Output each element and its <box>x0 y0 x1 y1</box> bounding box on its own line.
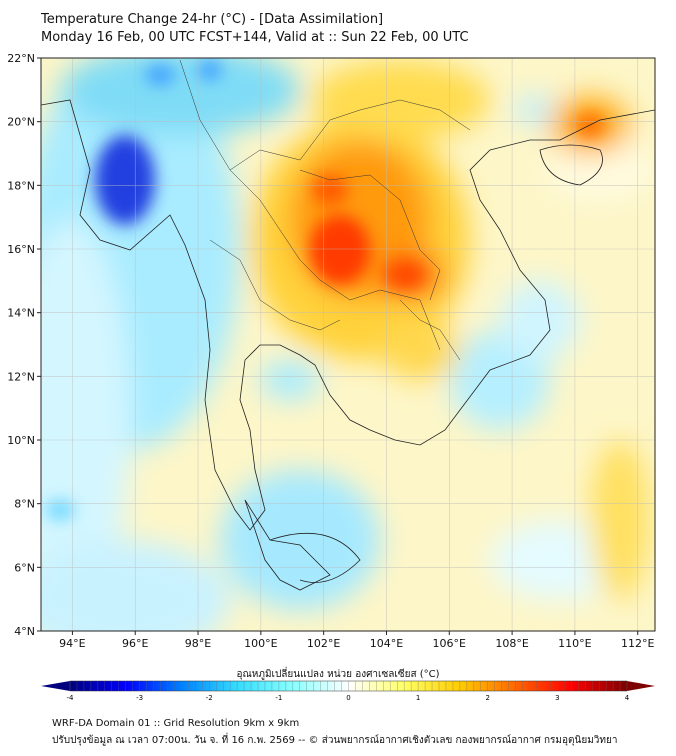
field-layer <box>41 58 655 631</box>
colorbar-tick-label: 4 <box>625 694 630 702</box>
borders <box>179 59 471 361</box>
lon-tick-label: 106°E <box>433 637 466 650</box>
colorbar-tick-label: -4 <box>67 694 75 702</box>
lon-tick-label: 100°E <box>244 637 277 650</box>
lat-tick-label: 22°N <box>7 52 35 65</box>
colorbar-tick-label: 2 <box>486 694 490 702</box>
colorbar-tick-label: -1 <box>275 694 282 702</box>
lat-tick-label: 18°N <box>7 179 35 192</box>
colorbar-tick-label: -2 <box>206 694 213 702</box>
lon-tick-label: 104°E <box>370 637 403 650</box>
gridlines <box>41 58 655 631</box>
lat-tick-label: 10°N <box>7 434 35 447</box>
longitude-axis: 94°E 96°E 98°E 100°E 102°E 104°E 106°E 108°E 110… <box>59 631 654 650</box>
colorbar-min-extend <box>41 681 70 691</box>
lat-tick-label: 8°N <box>14 498 35 511</box>
colorbar-tick-label: 1 <box>416 694 420 702</box>
map-frame <box>40 57 656 632</box>
lon-tick-label: 112°E <box>621 637 654 650</box>
lon-tick-label: 108°E <box>495 637 528 650</box>
lat-tick-label: 20°N <box>7 116 35 129</box>
lat-tick-label: 6°N <box>14 561 35 574</box>
lat-tick-label: 4°N <box>14 625 35 638</box>
colorbar-max-extend <box>627 681 655 691</box>
colorbar: -4 -3 -2 -1 0 1 2 3 4 <box>41 680 655 702</box>
map-subtitle: Monday 16 Feb, 00 UTC FCST+144, Valid at… <box>41 30 469 45</box>
coastlines <box>41 99 655 591</box>
lat-tick-label: 14°N <box>7 307 35 320</box>
colorbar-tick-label: -3 <box>136 694 143 702</box>
lon-tick-label: 94°E <box>59 637 85 650</box>
lat-tick-label: 16°N <box>7 243 35 256</box>
footer-credit: ปรับปรุงข้อมูล ณ เวลา 07:00น. วัน จ. ที่… <box>52 735 618 746</box>
lon-tick-label: 110°E <box>558 637 591 650</box>
colorbar-tick-label: 3 <box>555 694 559 702</box>
map-title: Temperature Change 24-hr (°C) - [Data As… <box>41 12 384 27</box>
colorbar-label: อุณหภูมิเปลี่ยนแปลง หน่วย องศาเซลเซียส (… <box>236 669 440 680</box>
colorbar-tick-label: 0 <box>346 694 350 702</box>
lat-tick-label: 12°N <box>7 370 35 383</box>
lon-tick-label: 102°E <box>307 637 340 650</box>
lon-tick-label: 96°E <box>122 637 148 650</box>
footer-model-info: WRF-DA Domain 01 :: Grid Resolution 9km … <box>52 718 300 729</box>
latitude-axis: 22°N 20°N 18°N 16°N 14°N 12°N 10°N 8°N 6°N 4°N <box>7 52 41 638</box>
lon-tick-label: 98°E <box>185 637 211 650</box>
